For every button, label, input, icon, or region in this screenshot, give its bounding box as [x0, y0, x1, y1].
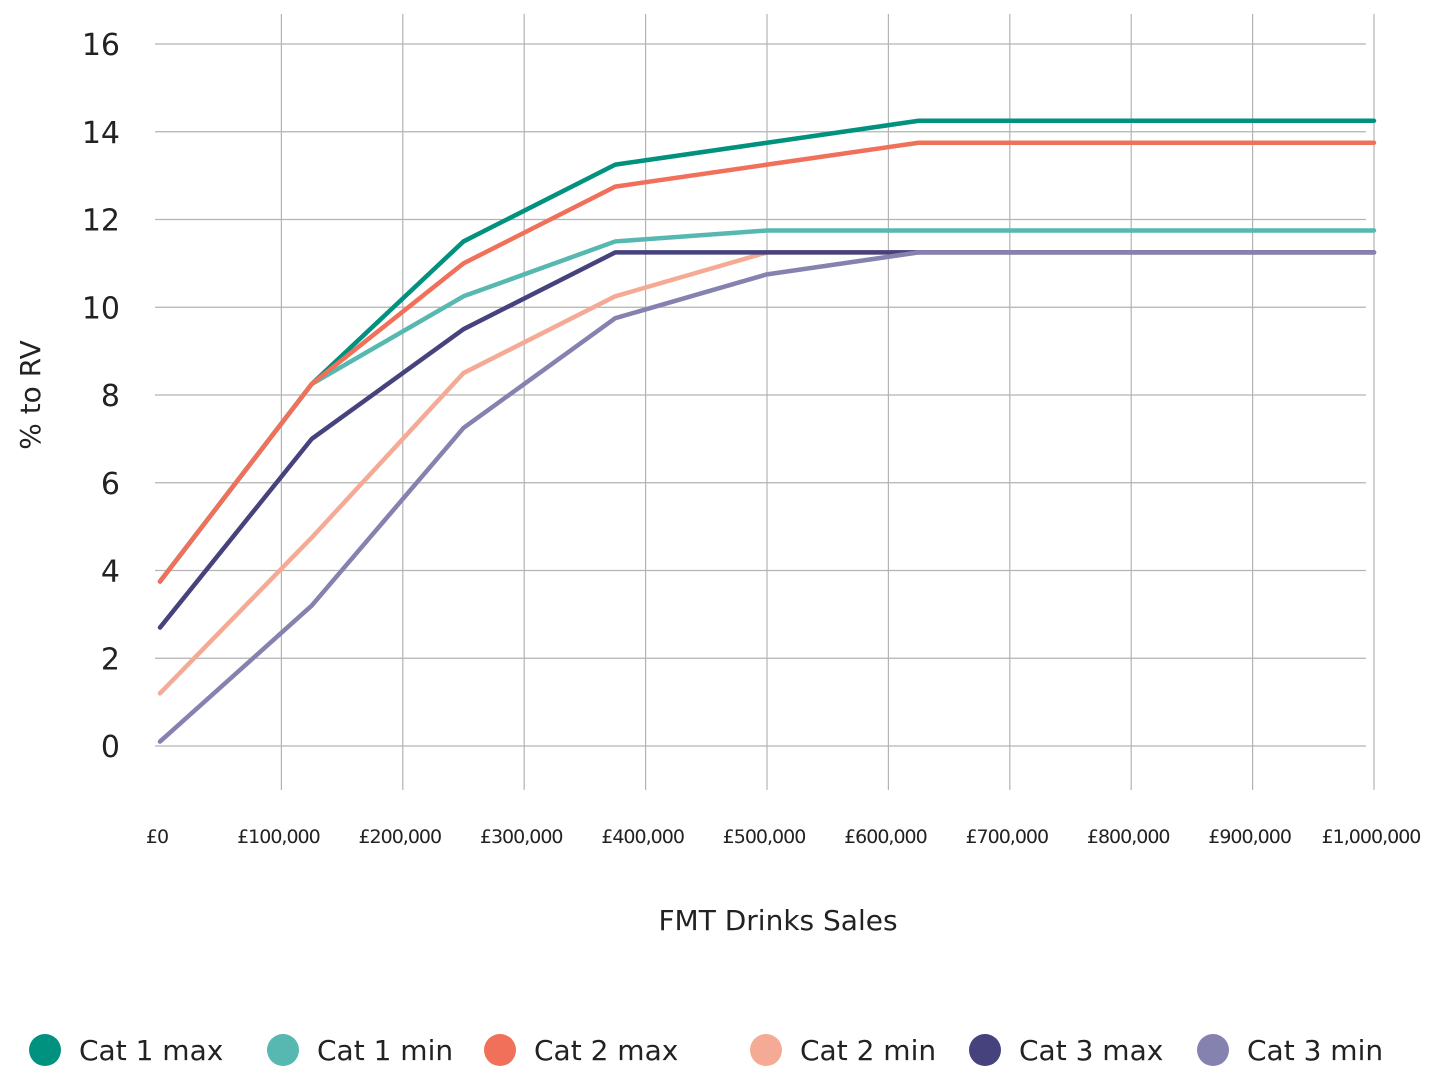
series-lines: [157, 118, 1377, 744]
legend-label: Cat 3 max: [1019, 1034, 1163, 1067]
x-axis-ticks: £0 £100,000 £200,000 £300,000 £400,000 £500,0…: [146, 826, 1421, 848]
y-axis-ticks: 0 2 4 6 8 10 12 14 16: [82, 28, 120, 765]
legend-marker: [484, 1034, 516, 1066]
legend: Cat 1 max Cat 1 min Cat 2 max Cat 2 min Cat …: [29, 1034, 1383, 1067]
y-tick-label: 16: [82, 28, 120, 63]
x-tick-label: £900,000: [1208, 826, 1291, 848]
x-tick-label: £700,000: [965, 826, 1048, 848]
y-tick-label: 4: [101, 555, 120, 590]
legend-marker: [750, 1034, 782, 1066]
y-tick-label: 12: [82, 204, 120, 239]
y-tick-label: 2: [101, 642, 120, 677]
y-tick-label: 10: [82, 291, 120, 326]
legend-marker: [29, 1034, 61, 1066]
x-tick-label: £600,000: [844, 826, 927, 848]
y-tick-label: 8: [101, 379, 120, 414]
x-tick-label: £100,000: [237, 826, 320, 848]
legend-label: Cat 1 max: [79, 1034, 223, 1067]
legend-marker: [267, 1034, 299, 1066]
y-tick-label: 0: [101, 730, 120, 765]
legend-label: Cat 1 min: [317, 1034, 453, 1067]
legend-label: Cat 2 max: [534, 1034, 678, 1067]
y-axis-title: % to RV: [14, 340, 47, 450]
series-line-cat-3-min: [157, 250, 1377, 744]
legend-label: Cat 2 min: [800, 1034, 936, 1067]
x-tick-label: £200,000: [358, 826, 441, 848]
x-tick-label: £300,000: [480, 826, 563, 848]
x-tick-label: £400,000: [601, 826, 684, 848]
x-tick-label: £0: [146, 826, 168, 848]
y-tick-label: 6: [101, 467, 120, 502]
legend-marker: [969, 1034, 1001, 1066]
x-tick-label: £1,000,000: [1322, 826, 1421, 848]
x-tick-label: £500,000: [723, 826, 806, 848]
y-tick-label: 14: [82, 116, 120, 151]
series-line-cat-2-max: [157, 140, 1377, 584]
x-axis-title: FMT Drinks Sales: [658, 904, 897, 937]
legend-marker: [1197, 1034, 1229, 1066]
legend-label: Cat 3 min: [1247, 1034, 1383, 1067]
x-tick-label: £800,000: [1087, 826, 1170, 848]
grid: [155, 14, 1375, 790]
